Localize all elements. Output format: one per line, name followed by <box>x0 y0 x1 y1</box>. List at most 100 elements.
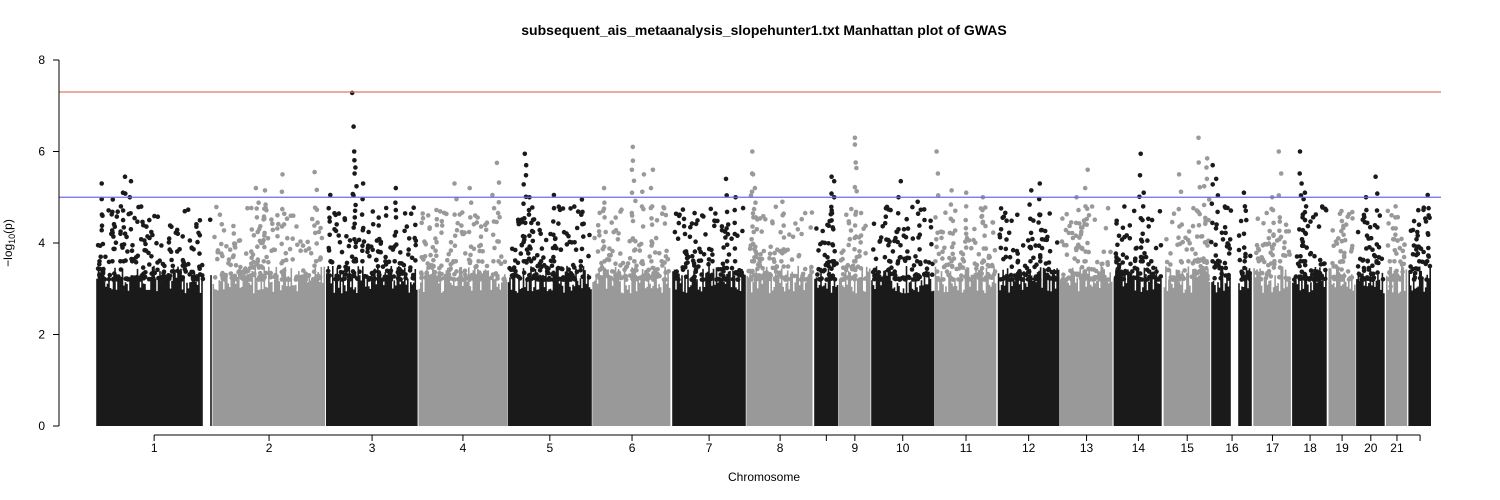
snp-point <box>231 253 236 258</box>
snp-point <box>863 251 868 256</box>
snp-point <box>151 275 156 281</box>
snp-point <box>619 207 624 212</box>
snp-point <box>721 273 726 279</box>
snp-point <box>888 207 893 213</box>
snp-point <box>1408 228 1414 233</box>
snp-peak-point <box>313 259 319 264</box>
snp-point <box>217 212 223 217</box>
snp-peak-point <box>1393 215 1398 220</box>
snp-point <box>595 249 601 254</box>
snp-point <box>778 229 783 235</box>
snp-peak-point <box>750 224 755 229</box>
snp-point <box>1021 271 1027 276</box>
snp-point <box>610 248 615 254</box>
snp-point <box>467 277 472 282</box>
snp-point <box>597 210 602 216</box>
snp-peak-point <box>1364 233 1370 238</box>
snp-point <box>135 219 140 224</box>
snp-point <box>432 269 438 275</box>
snp-peak-point <box>328 192 333 198</box>
snp-peak-point <box>1137 173 1143 178</box>
x-tick-label: 19 <box>1335 441 1349 455</box>
snp-point <box>161 277 167 282</box>
snp-peak-point <box>1216 259 1221 264</box>
y-tick-label: 2 <box>38 328 45 342</box>
snp-point <box>1080 225 1085 230</box>
snp-point <box>344 234 349 239</box>
snp-point <box>637 248 643 253</box>
snp-point <box>395 275 401 281</box>
snp-peak-point <box>898 243 903 248</box>
snp-peak-point <box>629 190 635 195</box>
snp-peak-point <box>255 229 260 235</box>
snp-point <box>156 275 161 281</box>
snp-point <box>688 224 693 230</box>
snp-point <box>723 235 728 240</box>
snp-point <box>419 220 425 226</box>
snp-point <box>1145 238 1150 243</box>
snp-point <box>706 246 712 252</box>
snp-point <box>1415 266 1421 272</box>
snp-peak-point <box>521 182 526 187</box>
snp-peak-point <box>261 259 267 264</box>
snp-peak-point <box>496 239 502 244</box>
snp-point <box>212 275 218 280</box>
snp-peak-point <box>1209 201 1215 206</box>
snp-point <box>1387 270 1392 276</box>
snp-point <box>859 277 864 282</box>
snp-peak-point <box>467 185 473 191</box>
chromosome-14-points <box>1113 151 1164 426</box>
snp-point <box>944 262 949 268</box>
snp-peak-point <box>254 215 260 220</box>
snp-peak-point <box>99 181 104 186</box>
snp-point <box>1108 249 1113 255</box>
snp-point <box>1397 245 1403 251</box>
snp-point <box>770 265 776 271</box>
snp-peak-point <box>256 200 261 205</box>
snp-peak-point <box>914 259 920 264</box>
snp-point <box>580 274 585 280</box>
snp-point <box>1146 262 1151 267</box>
snp-peak-point <box>551 205 557 211</box>
snp-point <box>1330 260 1335 266</box>
snp-peak-point <box>112 246 117 252</box>
snp-point <box>1225 205 1230 211</box>
snp-point <box>147 217 152 223</box>
snp-peak-point <box>1028 259 1033 264</box>
snp-peak-point <box>641 206 646 212</box>
snp-peak-point <box>99 227 104 233</box>
snp-point <box>1331 243 1336 249</box>
snp-point <box>1411 218 1417 224</box>
snp-point <box>257 238 263 244</box>
snp-point <box>1189 247 1195 252</box>
snp-point <box>169 224 174 229</box>
snp-peak-point <box>349 90 355 96</box>
snp-peak-point <box>312 169 317 175</box>
snp-peak-point <box>253 185 259 191</box>
snp-peak-point <box>640 259 645 264</box>
snp-point <box>1092 217 1098 222</box>
snp-peak-point <box>327 232 333 238</box>
snp-point <box>551 277 556 282</box>
snp-peak-point <box>751 259 757 264</box>
snp-point <box>421 257 426 262</box>
snp-point <box>1192 276 1197 282</box>
snp-point <box>436 274 442 280</box>
snp-point <box>315 220 320 225</box>
snp-peak-point <box>854 165 859 171</box>
snp-peak-point <box>279 189 285 195</box>
snp-point <box>849 206 854 212</box>
snp-point <box>573 247 579 252</box>
snp-point <box>106 277 112 282</box>
snp-point <box>1127 272 1133 278</box>
y-axis-label: −log10(p) <box>1 219 17 267</box>
snp-point <box>106 208 111 213</box>
snp-point <box>258 224 263 229</box>
snp-point <box>683 251 689 256</box>
snp-point <box>1261 221 1266 226</box>
snp-point <box>409 255 415 261</box>
snp-peak-point <box>578 259 584 264</box>
snp-peak-point <box>1277 237 1282 242</box>
snp-point <box>949 264 955 270</box>
